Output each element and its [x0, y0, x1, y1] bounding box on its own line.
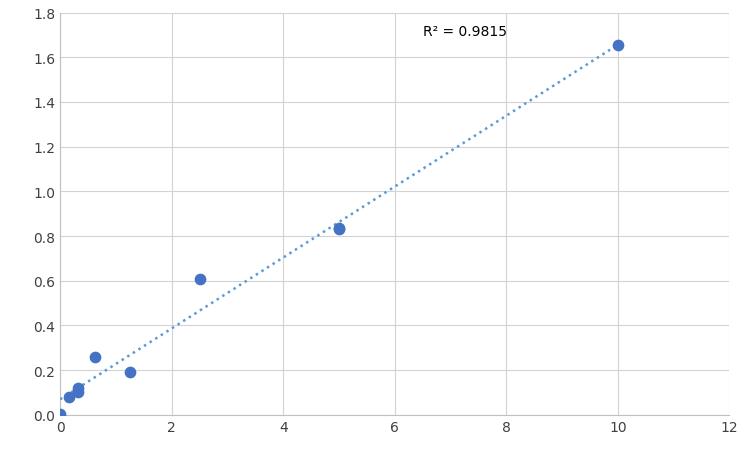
- Point: [333, 225, 345, 232]
- Point: [54, 410, 66, 418]
- Point: [193, 275, 205, 282]
- Point: [612, 42, 624, 50]
- Text: R² = 0.9815: R² = 0.9815: [423, 25, 507, 39]
- Point: [333, 226, 345, 234]
- Point: [71, 389, 83, 396]
- Point: [71, 385, 83, 392]
- Point: [89, 353, 101, 360]
- Point: [124, 369, 136, 376]
- Point: [63, 393, 75, 400]
